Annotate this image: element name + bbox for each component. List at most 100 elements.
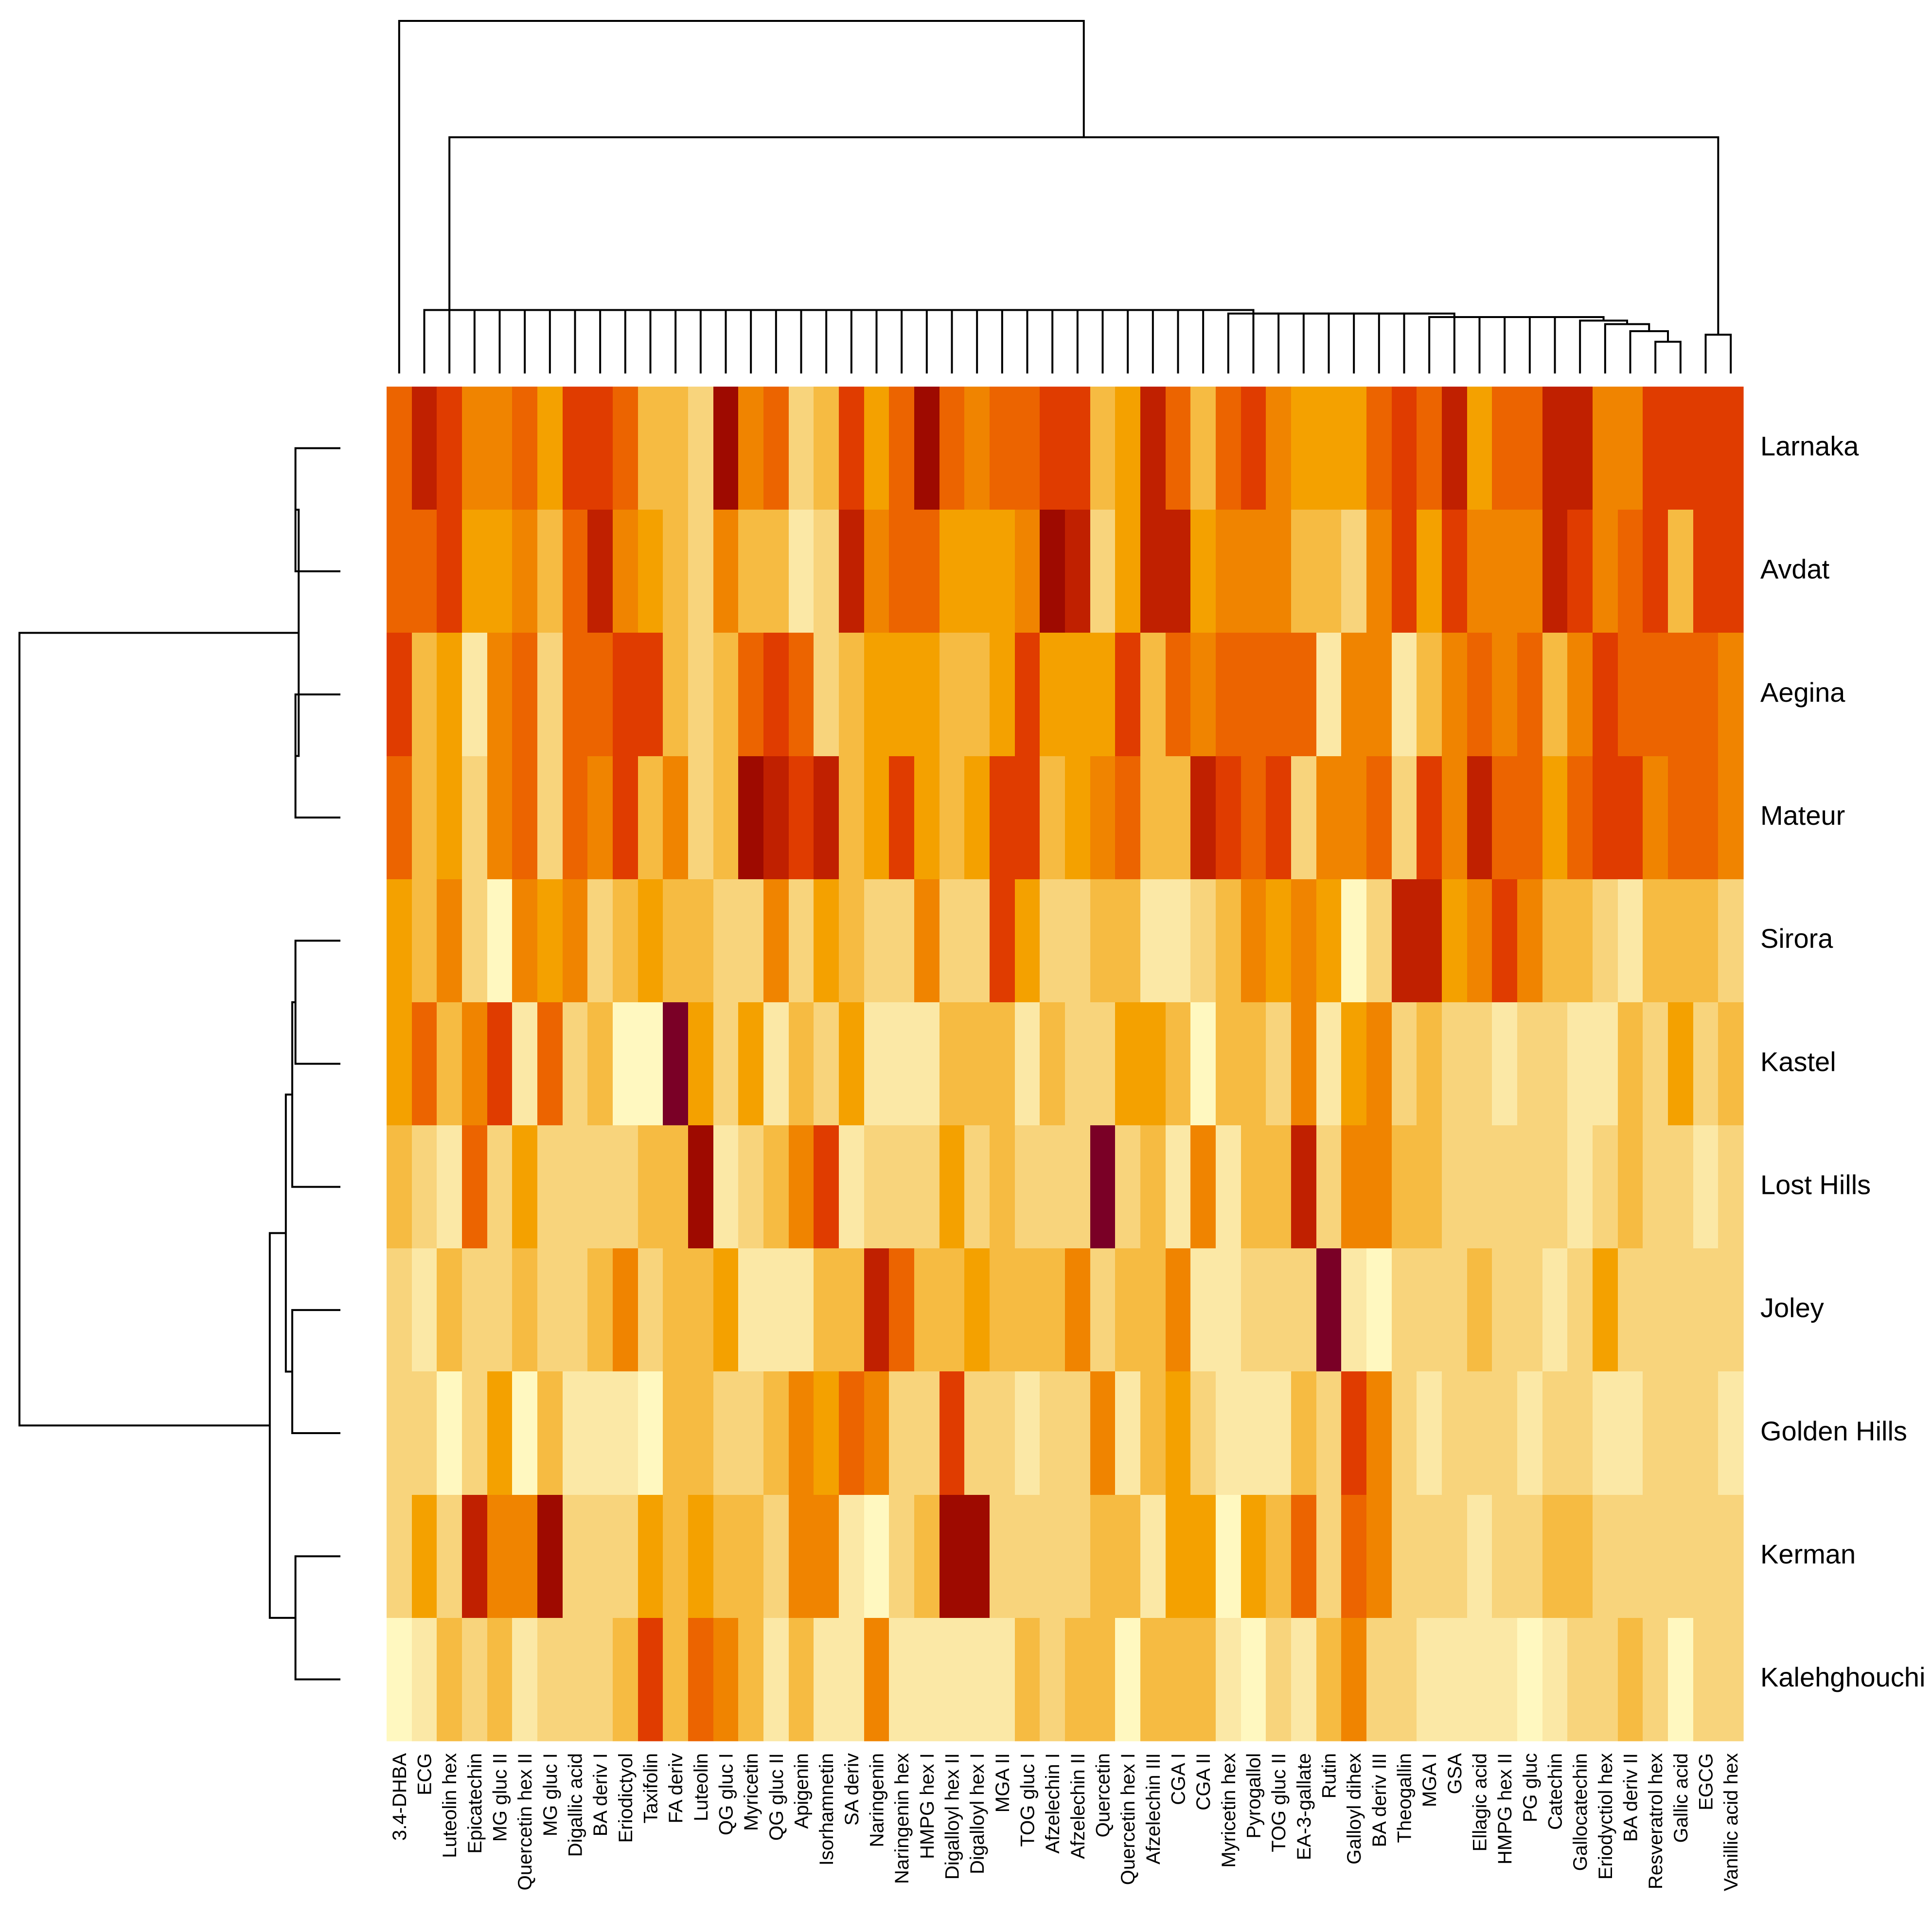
heatmap-cell <box>1190 879 1216 1003</box>
heatmap-cell <box>713 387 739 510</box>
heatmap-cell <box>1015 1495 1040 1618</box>
heatmap-cell <box>412 1618 437 1741</box>
dendrogram-branch <box>18 632 299 1427</box>
heatmap-cell <box>512 1618 538 1741</box>
heatmap-cell <box>537 510 563 633</box>
heatmap-cell <box>1417 1371 1442 1495</box>
heatmap-cell <box>688 879 714 1003</box>
heatmap-cell <box>1065 1248 1091 1372</box>
heatmap-cell <box>964 387 990 510</box>
column-label: MG gluc II <box>490 1753 511 1842</box>
column-label: FA deriv <box>665 1753 687 1824</box>
heatmap-cell <box>1266 879 1292 1003</box>
heatmap-cell <box>1115 1125 1141 1249</box>
heatmap-cell <box>1618 1618 1643 1741</box>
heatmap-cell <box>839 1248 865 1372</box>
heatmap-cell <box>889 879 915 1003</box>
heatmap-cell <box>487 510 513 633</box>
heatmap-cell <box>1065 1125 1091 1249</box>
heatmap-cell <box>1417 1125 1442 1249</box>
heatmap-cell <box>587 387 613 510</box>
heatmap-cell <box>1517 879 1543 1003</box>
heatmap-cell <box>1241 1248 1266 1372</box>
column-label: Gallocatechin <box>1570 1753 1591 1871</box>
row-dendrogram <box>18 447 340 1681</box>
heatmap-cell <box>964 1002 990 1126</box>
heatmap-cell <box>587 879 613 1003</box>
heatmap-cell <box>914 1618 940 1741</box>
heatmap-cell <box>939 1371 965 1495</box>
heatmap-cell <box>1618 879 1643 1003</box>
heatmap-cell <box>1065 879 1091 1003</box>
heatmap-cell <box>1643 1495 1668 1618</box>
heatmap-cell <box>1015 510 1040 633</box>
heatmap-cell <box>487 1002 513 1126</box>
heatmap-cell <box>1442 1618 1468 1741</box>
heatmap-cell <box>1040 1371 1065 1495</box>
heatmap-cell <box>387 1248 412 1372</box>
heatmap-cell <box>688 387 714 510</box>
heatmap-cell <box>487 756 513 880</box>
heatmap-cell <box>1291 1495 1317 1618</box>
column-label: Epicatechin <box>464 1753 486 1854</box>
column-label: Catechin <box>1545 1753 1566 1830</box>
heatmap-cell <box>1166 1125 1191 1249</box>
dendrogram-branch <box>1579 320 1629 373</box>
heatmap-cell <box>563 1002 588 1126</box>
heatmap-cell <box>1467 510 1492 633</box>
heatmap-cell <box>889 756 915 880</box>
heatmap-cell <box>563 510 588 633</box>
heatmap-cell <box>512 1248 538 1372</box>
heatmap-cell <box>613 756 638 880</box>
heatmap-cell <box>814 1002 839 1126</box>
heatmap-cell <box>537 1495 563 1618</box>
heatmap-cell <box>412 1495 437 1618</box>
heatmap-cell <box>713 879 739 1003</box>
heatmap-cell <box>939 387 965 510</box>
heatmap-cell <box>1216 1125 1241 1249</box>
heatmap-cell <box>864 756 889 880</box>
heatmap-cell <box>864 1002 889 1126</box>
heatmap-cell <box>1467 387 1492 510</box>
heatmap-cell <box>763 879 789 1003</box>
heatmap-cell <box>1366 1002 1392 1126</box>
heatmap-cell <box>1190 633 1216 757</box>
heatmap-cell <box>1291 633 1317 757</box>
heatmap-cell <box>914 1002 940 1126</box>
heatmap-cell <box>1115 1002 1141 1126</box>
column-label: BA deriv I <box>590 1753 611 1836</box>
heatmap-cell <box>1517 633 1543 757</box>
heatmap-cell <box>1166 633 1191 757</box>
heatmap-cell <box>789 1618 814 1741</box>
heatmap-cell <box>1693 1002 1719 1126</box>
column-label: Apigenin <box>791 1753 813 1829</box>
heatmap-cell <box>939 1248 965 1372</box>
heatmap-cell <box>964 1371 990 1495</box>
heatmap-cell <box>512 1002 538 1126</box>
heatmap-cell <box>1417 633 1442 757</box>
heatmap-cell <box>462 1371 488 1495</box>
heatmap-cell <box>688 1125 714 1249</box>
heatmap-cell <box>1040 633 1065 757</box>
heatmap-cell <box>512 879 538 1003</box>
heatmap-cell <box>1140 387 1166 510</box>
heatmap-cell <box>412 879 437 1003</box>
heatmap-cell <box>814 879 839 1003</box>
dendrogram-branch <box>1227 312 1279 373</box>
heatmap-cell <box>1517 1248 1543 1372</box>
heatmap-cell <box>638 879 663 1003</box>
column-label: Afzelechin III <box>1143 1753 1164 1864</box>
heatmap-cell <box>939 1495 965 1618</box>
heatmap-cell <box>1166 1618 1191 1741</box>
heatmap-cell <box>487 879 513 1003</box>
heatmap-cell <box>1542 1125 1568 1249</box>
heatmap-cell <box>563 1618 588 1741</box>
heatmap-cell <box>1190 387 1216 510</box>
column-label: Eriodyctiol hex <box>1595 1753 1616 1880</box>
heatmap-cell <box>1090 1125 1116 1249</box>
heatmap-cell <box>1341 387 1367 510</box>
heatmap-cell <box>1241 633 1266 757</box>
row-label: Larnaka <box>1760 430 1859 461</box>
heatmap-cell <box>1467 633 1492 757</box>
heatmap-cell <box>1166 1002 1191 1126</box>
